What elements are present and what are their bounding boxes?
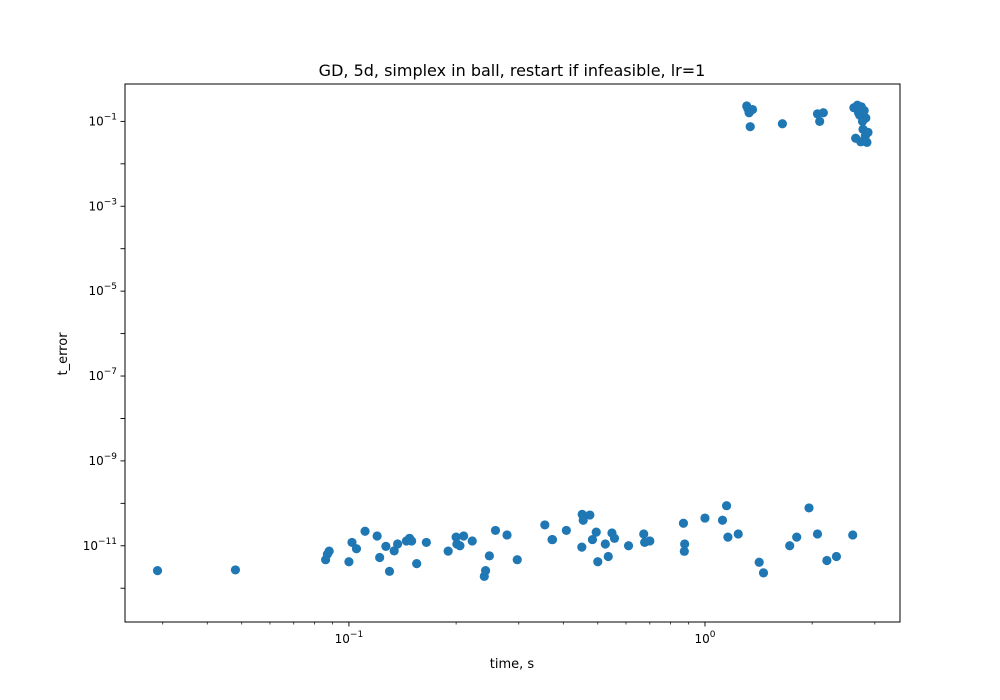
data-point xyxy=(785,541,795,551)
data-point xyxy=(680,539,690,549)
data-point xyxy=(754,557,764,567)
data-point xyxy=(721,501,732,511)
data-point xyxy=(561,525,571,536)
data-point xyxy=(603,551,613,562)
data-point xyxy=(623,541,634,551)
data-point xyxy=(578,515,588,525)
data-point xyxy=(804,503,814,513)
plot-frame xyxy=(124,83,901,623)
data-point xyxy=(324,546,334,556)
data-point xyxy=(389,546,399,556)
data-point xyxy=(822,555,832,566)
data-point xyxy=(733,529,743,539)
data-point xyxy=(723,532,733,542)
data-point xyxy=(679,546,689,556)
chart-title: GD, 5d, simplex in ball, restart if infe… xyxy=(319,61,706,80)
data-point xyxy=(459,531,469,541)
data-point xyxy=(678,518,689,528)
data-point xyxy=(859,105,869,116)
data-point xyxy=(587,534,598,545)
data-point xyxy=(639,529,649,539)
data-point xyxy=(540,520,550,530)
data-point xyxy=(818,108,828,118)
data-point xyxy=(230,565,241,575)
data-point xyxy=(717,515,728,525)
data-point xyxy=(745,122,755,132)
data-point xyxy=(152,566,163,576)
data-point xyxy=(480,566,491,576)
data-point xyxy=(512,555,522,565)
y-tick-label: 10−3 xyxy=(88,197,117,213)
x-tick-label: 100 xyxy=(694,630,715,646)
scatter-points xyxy=(152,100,873,581)
y-axis-label: t_error xyxy=(56,332,71,376)
data-point xyxy=(360,526,370,536)
data-point xyxy=(375,552,385,563)
data-point xyxy=(812,529,823,539)
data-point xyxy=(862,137,872,147)
data-point xyxy=(609,533,620,543)
data-point xyxy=(591,527,601,537)
data-point xyxy=(593,557,603,567)
data-point xyxy=(700,513,710,523)
axis-ticks: 10−1 100 10−11 10−9 10−7 10−5 10−3 10−1 xyxy=(83,112,876,646)
data-point xyxy=(421,537,431,548)
data-point xyxy=(831,551,842,562)
data-point xyxy=(467,536,477,546)
data-point xyxy=(861,113,871,123)
y-tick-label: 10−1 xyxy=(88,112,117,128)
data-point xyxy=(863,127,873,137)
data-point xyxy=(347,537,357,548)
data-point xyxy=(758,568,769,578)
data-point xyxy=(344,557,354,567)
y-tick-label: 10−7 xyxy=(88,367,117,383)
data-point xyxy=(792,532,802,542)
data-point xyxy=(848,530,858,540)
data-point xyxy=(502,530,512,540)
data-point xyxy=(547,534,558,545)
data-point xyxy=(577,542,587,552)
y-tick-label: 10−5 xyxy=(88,282,117,298)
data-point xyxy=(372,531,382,541)
data-point xyxy=(484,551,494,561)
data-point xyxy=(490,525,501,536)
data-point xyxy=(455,541,465,551)
x-axis-label: time, s xyxy=(490,657,535,672)
data-point xyxy=(451,532,461,542)
y-tick-label: 10−9 xyxy=(88,452,117,468)
data-point xyxy=(443,546,453,556)
data-point xyxy=(777,119,788,129)
data-point xyxy=(815,116,825,126)
data-point xyxy=(600,539,610,549)
data-point xyxy=(384,566,395,576)
data-point xyxy=(645,536,655,546)
data-point xyxy=(381,541,391,551)
data-point xyxy=(412,559,422,569)
y-tick-label: 10−11 xyxy=(83,537,117,553)
data-point xyxy=(747,104,758,115)
data-point xyxy=(585,510,595,520)
data-point xyxy=(407,536,417,546)
x-tick-label: 10−1 xyxy=(335,630,364,646)
data-point xyxy=(351,544,362,554)
data-point xyxy=(393,539,403,549)
